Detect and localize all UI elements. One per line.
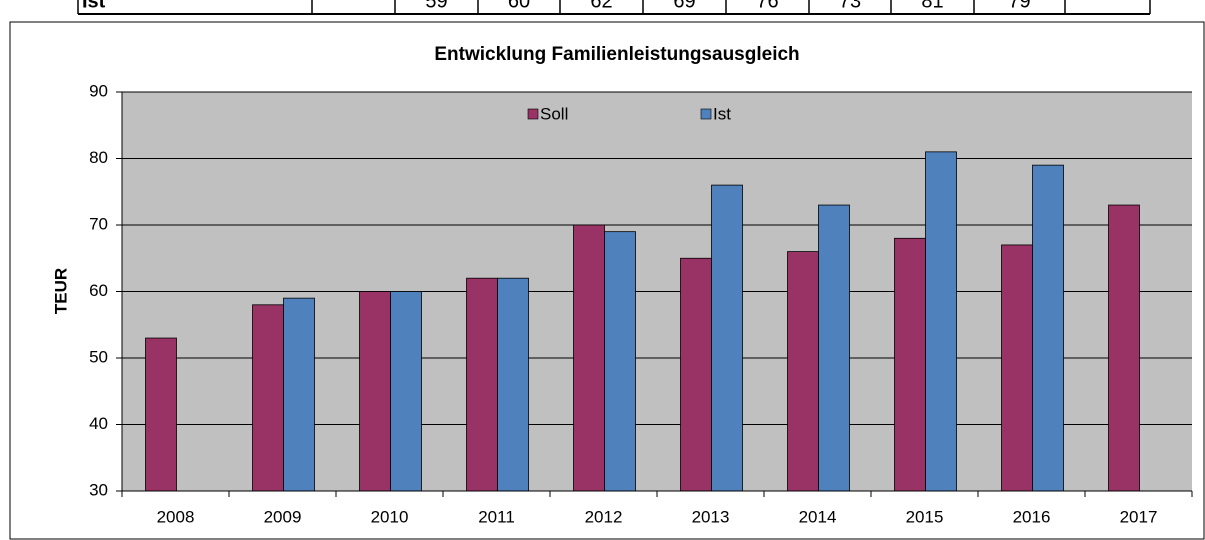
chart-title: Entwicklung Familienleistungsausgleich bbox=[434, 44, 799, 65]
y-tick-label: 40 bbox=[89, 414, 108, 433]
x-tick-label: 2009 bbox=[264, 507, 302, 526]
y-tick-label: 50 bbox=[89, 347, 108, 366]
y-tick-label: 90 bbox=[89, 81, 108, 100]
table-cell: 81 bbox=[921, 0, 943, 12]
x-tick-label: 2010 bbox=[371, 507, 409, 526]
table-cell: 73 bbox=[839, 0, 861, 12]
bar bbox=[145, 337, 177, 492]
x-tick-label: 2008 bbox=[157, 507, 195, 526]
bar bbox=[390, 291, 422, 492]
x-tick-label: 2014 bbox=[799, 507, 837, 526]
y-tick-label: 70 bbox=[89, 214, 108, 233]
table-cell: 69 bbox=[673, 0, 695, 12]
y-tick-label: 60 bbox=[89, 281, 108, 300]
legend-swatch bbox=[527, 108, 539, 120]
legend-label: Soll bbox=[540, 104, 568, 123]
bar bbox=[680, 257, 712, 492]
table-cell: 60 bbox=[508, 0, 530, 12]
y-tick-label: 80 bbox=[89, 148, 108, 167]
bar bbox=[1108, 204, 1140, 492]
y-axis-label: TEUR bbox=[51, 268, 70, 314]
bar bbox=[894, 237, 926, 492]
bar bbox=[787, 251, 819, 492]
bar bbox=[466, 277, 498, 492]
x-tick-label: 2013 bbox=[692, 507, 730, 526]
bar bbox=[1032, 164, 1064, 492]
x-tick-label: 2016 bbox=[1013, 507, 1051, 526]
row-label: Ist bbox=[82, 0, 106, 12]
bar bbox=[711, 184, 743, 492]
x-tick-label: 2015 bbox=[906, 507, 944, 526]
x-tick-label: 2017 bbox=[1120, 507, 1158, 526]
legend-swatch bbox=[700, 108, 712, 120]
bar bbox=[573, 224, 605, 492]
table-cell: 79 bbox=[1008, 0, 1030, 12]
bar bbox=[1001, 244, 1033, 492]
x-tick-label: 2012 bbox=[585, 507, 623, 526]
legend-label: Ist bbox=[713, 104, 731, 123]
bar bbox=[283, 297, 315, 492]
x-tick-label: 2011 bbox=[478, 507, 515, 526]
bar bbox=[359, 291, 391, 492]
bar bbox=[497, 277, 529, 492]
bar bbox=[818, 204, 850, 492]
bar bbox=[925, 151, 957, 492]
table-cell: 62 bbox=[590, 0, 612, 12]
y-tick-label: 30 bbox=[89, 480, 108, 499]
bar bbox=[604, 231, 636, 492]
table-cell: 76 bbox=[756, 0, 778, 12]
table-cell: 59 bbox=[425, 0, 447, 12]
bar bbox=[252, 304, 284, 492]
